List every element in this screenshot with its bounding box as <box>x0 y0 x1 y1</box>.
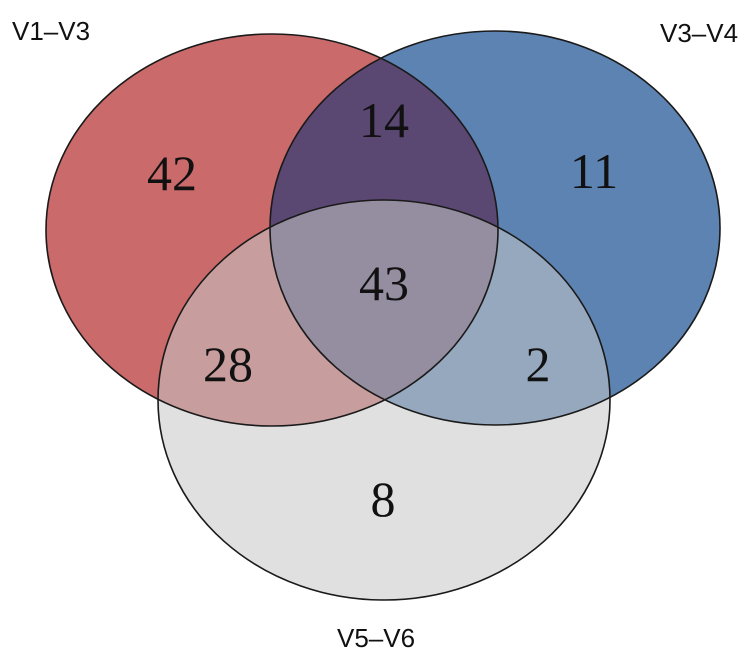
count-all-three: 43 <box>359 255 409 311</box>
count-v1-v3-v3-v4: 14 <box>359 92 409 148</box>
set-label-v3-v4: V3–V4 <box>660 18 738 48</box>
set-v5-v6-outline <box>157 199 611 601</box>
count-v3-v4-v5-v6: 2 <box>526 336 551 392</box>
count-only-v1-v3: 42 <box>147 145 197 201</box>
set-v1-v3-outline <box>45 33 499 427</box>
count-only-v3-v4: 11 <box>570 143 618 199</box>
count-v1-v3-v5-v6: 28 <box>203 336 253 392</box>
set-label-v1-v3: V1–V3 <box>12 16 90 46</box>
count-only-v5-v6: 8 <box>371 471 396 527</box>
set-label-v5-v6: V5–V6 <box>337 623 415 653</box>
